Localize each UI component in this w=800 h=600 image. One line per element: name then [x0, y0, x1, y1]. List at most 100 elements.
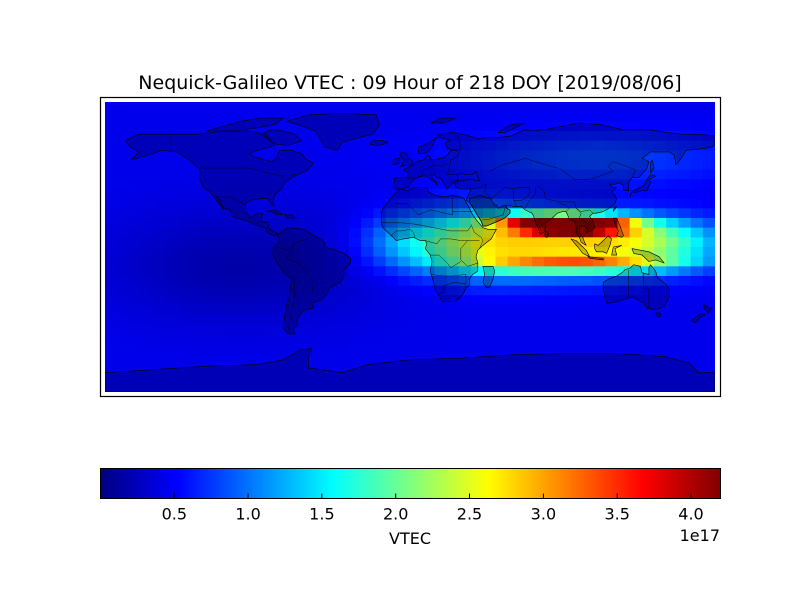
heatmap-cell [641, 218, 655, 229]
heatmap-cell [519, 305, 533, 316]
heatmap-cell [385, 353, 399, 364]
heatmap-cell [324, 324, 338, 335]
heatmap-cell [593, 131, 606, 142]
heatmap-cell [227, 140, 240, 151]
heatmap-cell [166, 121, 179, 132]
heatmap-cell [166, 111, 179, 122]
heatmap-cell [446, 266, 460, 277]
heatmap-cell [666, 295, 679, 306]
heatmap-cell [239, 131, 252, 142]
heatmap-cell [251, 160, 265, 171]
heatmap-cell [568, 160, 582, 171]
landmass-ireland [392, 158, 401, 166]
heatmap-cell [361, 160, 374, 171]
heatmap-cell [300, 121, 313, 132]
heatmap-cell [605, 285, 618, 296]
heatmap-cell [532, 363, 545, 374]
heatmap-cell [166, 305, 179, 316]
heatmap-cell [385, 276, 399, 287]
heatmap-cell [556, 324, 570, 335]
heatmap-cell [532, 314, 545, 325]
heatmap-cell [507, 363, 521, 374]
heatmap-cell [458, 353, 472, 364]
heatmap-cell [666, 314, 679, 325]
heatmap-cell [702, 382, 715, 392]
heatmap-cell [410, 343, 423, 354]
heatmap-cell [166, 247, 179, 258]
heatmap-cell [666, 179, 679, 190]
heatmap-cell [519, 189, 533, 200]
heatmap-cell [153, 324, 167, 335]
heatmap-cell [678, 121, 692, 132]
heatmap-cell [519, 237, 533, 248]
heatmap-cell [251, 218, 265, 229]
heatmap-cell [239, 353, 252, 364]
heatmap-cell [239, 276, 252, 287]
heatmap-cell [483, 189, 496, 200]
heatmap-cell [312, 198, 326, 209]
heatmap-cell [556, 372, 570, 383]
heatmap-cell [556, 208, 570, 219]
heatmap-cell [385, 227, 399, 238]
heatmap-cell [361, 266, 374, 277]
colorbar-ticks: 0.5 1.0 1.5 2.0 2.5 3.0 3.5 4.0 [162, 493, 704, 524]
heatmap-cell [312, 218, 326, 229]
heatmap-cell [166, 102, 179, 113]
heatmap-cell [568, 324, 582, 335]
heatmap-cell [629, 218, 643, 229]
heatmap-cell [593, 343, 606, 354]
heatmap-cell [300, 314, 313, 325]
heatmap-cell [397, 382, 411, 392]
heatmap-cell [507, 102, 521, 113]
heatmap-cell [397, 237, 411, 248]
heatmap-cell [312, 324, 326, 335]
heatmap-cell [202, 285, 216, 296]
colorbar-tick-label: 2.5 [457, 505, 482, 524]
heatmap-cell [105, 111, 118, 122]
heatmap-cell [202, 276, 216, 287]
heatmap-cell [166, 179, 179, 190]
landmass-hispaniola [284, 214, 296, 219]
heatmap-cell [446, 285, 460, 296]
heatmap-cell [178, 276, 191, 287]
heatmap-cell [105, 247, 118, 258]
heatmap-cell [519, 131, 533, 142]
heatmap-cell [214, 266, 228, 277]
heatmap-cell [361, 150, 374, 161]
heatmap-cell [263, 266, 277, 277]
heatmap-cell [117, 276, 130, 287]
heatmap-cell [678, 227, 692, 238]
heatmap-cell [507, 382, 521, 392]
heatmap-cell [495, 198, 509, 209]
heatmap-cell [275, 247, 289, 258]
heatmap-cell [446, 276, 460, 287]
heatmap-cell [434, 256, 448, 267]
heatmap-cell [385, 343, 399, 354]
heatmap-cell [397, 324, 411, 335]
heatmap-cell [458, 305, 472, 316]
heatmap-cell [471, 295, 484, 306]
heatmap-cell [336, 343, 350, 354]
heatmap-cell [166, 150, 179, 161]
heatmap-cell [178, 102, 191, 113]
colorbar-tick-label: 1.5 [309, 505, 334, 524]
heatmap-cell [275, 305, 289, 316]
heatmap-cell [532, 372, 545, 383]
heatmap-cell [373, 121, 387, 132]
heatmap-cell [410, 140, 423, 151]
heatmap-cell [605, 218, 618, 229]
heatmap-cell [397, 334, 411, 345]
heatmap-cell [446, 382, 460, 392]
heatmap-cell [410, 102, 423, 113]
heatmap-cell [519, 198, 533, 209]
heatmap-cell [580, 189, 594, 200]
heatmap-cell [519, 324, 533, 335]
heatmap-cell [568, 382, 582, 392]
heatmap-cell [507, 140, 521, 151]
heatmap-cell [446, 343, 460, 354]
heatmap-cell [617, 218, 631, 229]
heatmap-cell [593, 150, 606, 161]
heatmap-cell [471, 324, 484, 335]
heatmap-cell [605, 305, 618, 316]
heatmap-cell [605, 295, 618, 306]
